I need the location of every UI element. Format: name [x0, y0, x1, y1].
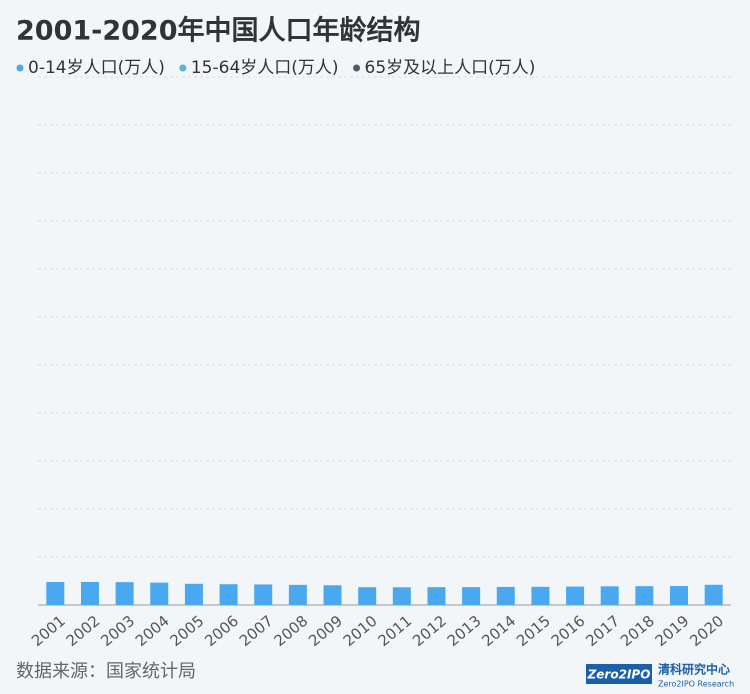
- legend-label: 65岁及以上人口(万人): [365, 58, 536, 78]
- legend-marker: [179, 64, 187, 72]
- logo-box: [586, 664, 652, 684]
- bar: [288, 584, 307, 605]
- bar: [704, 584, 723, 605]
- x-tick-label: 2016: [548, 612, 589, 650]
- x-tick-label: 2003: [97, 612, 138, 650]
- logo-name: 清科研究中心: [658, 662, 730, 677]
- bar: [46, 582, 65, 605]
- bar: [566, 586, 585, 605]
- source: 数据来源：国家统计局: [16, 661, 196, 682]
- x-tick-label: 2015: [513, 612, 554, 650]
- bar: [150, 582, 169, 605]
- bar: [600, 586, 619, 605]
- bar: [392, 587, 411, 605]
- x-tick-label: 2013: [444, 612, 485, 650]
- bar: [496, 586, 515, 605]
- legend-label: 0-14岁人口(万人): [28, 58, 165, 78]
- x-tick-label: 2012: [409, 612, 450, 650]
- x-tick-label: 2014: [478, 612, 519, 650]
- bar: [358, 587, 377, 605]
- logo-subname: Zero2IPO Research: [658, 680, 734, 689]
- x-tick-label: 2010: [340, 612, 381, 650]
- bar: [254, 584, 273, 605]
- logo-brand: Zero2IPO: [587, 668, 651, 682]
- bar: [635, 586, 654, 605]
- x-tick-label: 2009: [305, 612, 346, 650]
- x-tick-label: 2001: [28, 612, 69, 650]
- x-tick-label: 2018: [617, 612, 658, 650]
- legend-marker: [353, 64, 361, 72]
- bar: [184, 583, 203, 605]
- x-tick-label: 2011: [374, 612, 415, 650]
- bar: [427, 587, 446, 605]
- x-tick-label: 2019: [652, 612, 693, 650]
- bar: [323, 585, 342, 605]
- x-tick-label: 2004: [132, 612, 173, 650]
- x-tick-label: 2017: [582, 612, 623, 650]
- bar: [115, 582, 134, 605]
- x-tick-label: 2006: [201, 612, 242, 650]
- bar: [80, 581, 99, 605]
- legend-marker: [16, 64, 24, 72]
- legend-label: 15-64岁人口(万人): [191, 58, 339, 78]
- bar: [219, 584, 238, 605]
- bar: [531, 586, 550, 605]
- x-tick-label: 2020: [686, 612, 727, 650]
- x-tick-label: 2002: [63, 612, 104, 650]
- bar: [670, 586, 689, 605]
- x-tick-label: 2005: [167, 612, 208, 650]
- chart-title: 2001-2020年中国人口年龄结构: [16, 15, 421, 47]
- bar: [462, 587, 481, 605]
- x-tick-label: 2008: [271, 612, 312, 650]
- x-tick-label: 2007: [236, 612, 277, 650]
